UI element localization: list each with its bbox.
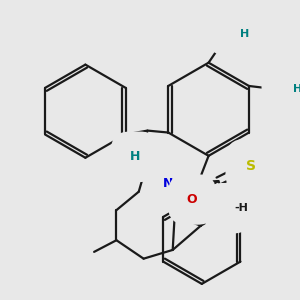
Text: H: H (293, 84, 300, 94)
Text: H: H (130, 150, 140, 163)
Text: -H: -H (235, 203, 248, 213)
Text: H: H (240, 28, 249, 39)
Text: N: N (223, 202, 233, 215)
Text: O: O (278, 84, 288, 94)
Text: S: S (246, 160, 256, 173)
Text: O: O (225, 28, 235, 39)
Text: N: N (163, 178, 173, 190)
Text: O: O (187, 193, 197, 206)
